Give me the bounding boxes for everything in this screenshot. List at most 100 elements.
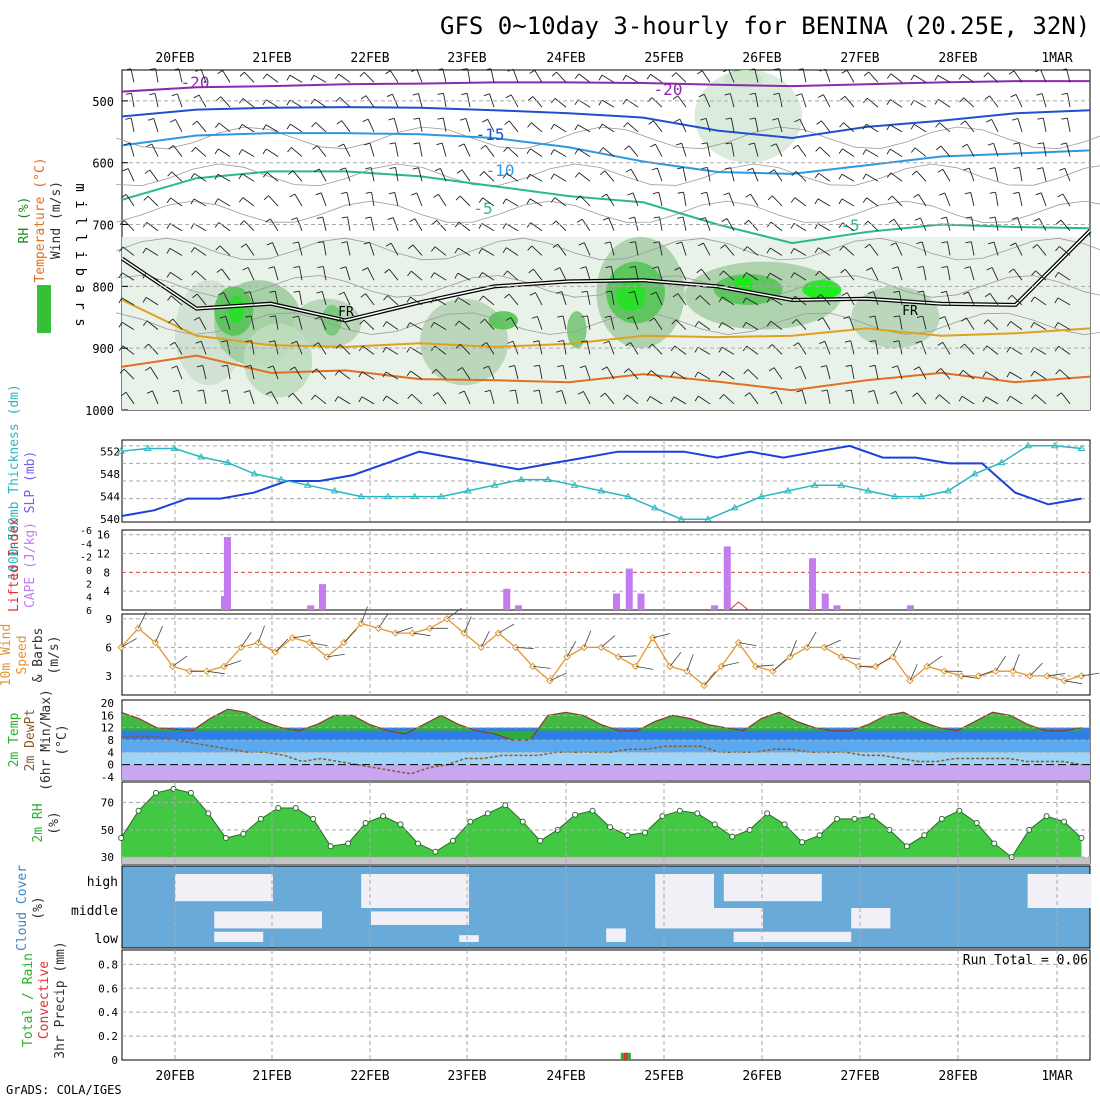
wind-barb-flag-201	[120, 194, 127, 199]
wind-barb-529	[337, 396, 351, 405]
wind-barb-flag-447	[268, 340, 275, 343]
wind-barb-flag-418	[531, 315, 538, 319]
wind-barb-flag-512	[869, 364, 876, 368]
wind-barb-flag-22	[622, 75, 627, 81]
wind-barb-220	[606, 193, 615, 207]
wind-barb-flag-346	[719, 270, 724, 276]
wind-barb-flag-349	[790, 272, 795, 278]
wind-barb-297	[531, 245, 543, 256]
wind-barb-flag-423	[648, 317, 655, 322]
wind-barb-flag-347	[742, 272, 747, 278]
wind-barb-289	[346, 241, 351, 256]
wind-barb-flag-286	[240, 243, 247, 248]
thickness-ticklabel-0: 540	[100, 513, 120, 526]
wind-barb-flag-173	[412, 167, 419, 170]
wind-barb-flag-437	[983, 319, 989, 325]
wind-barb-flag-62	[622, 98, 627, 105]
panel-cloud-labels-line-1: (%)	[31, 896, 46, 919]
wind-barb-553	[916, 392, 927, 405]
pressure-ticklabel-1: 600	[92, 157, 114, 171]
thickness-marker-31	[944, 486, 952, 494]
wind-barb-302	[658, 241, 663, 256]
wind-barb-253	[436, 220, 447, 232]
thickness-marker-6	[277, 475, 286, 483]
wind-barb-374	[457, 297, 471, 306]
bottom-date-4: 24FEB	[546, 1069, 585, 1084]
wind-barb-flag-70	[817, 94, 824, 98]
wind-barb-317	[1015, 242, 1023, 256]
wind-barb-110	[843, 122, 855, 133]
wind-barb-327	[299, 266, 303, 281]
wind-barb-354	[947, 266, 951, 281]
wind-barb-25	[728, 69, 735, 83]
wind-barb-10m-37	[755, 664, 774, 667]
wind-barb-467	[771, 344, 783, 355]
rh-marker-38	[781, 821, 788, 828]
wind-barb-flag-83	[169, 119, 176, 123]
wind-barb-flag-380	[581, 290, 588, 293]
wind-barb-163	[194, 173, 207, 182]
wind-barb-24	[701, 70, 711, 83]
wind-barb-18	[556, 71, 567, 83]
wind-barb-361	[145, 296, 159, 306]
top-date-4: 24FEB	[546, 51, 585, 66]
isotherm-label-6: FR	[338, 305, 354, 320]
wind-barb-233	[918, 193, 927, 207]
wind-barb-flag-444	[195, 340, 202, 344]
wind-barb-flag-153	[886, 148, 891, 155]
wind-barb-flag-119	[1037, 117, 1044, 120]
wind-barb-flag-388	[766, 297, 771, 303]
wind-barb-flag-362	[142, 297, 147, 303]
wind-barb-2	[178, 68, 183, 83]
wind-barb-flag-51	[360, 95, 367, 100]
wind-barb-flag-529	[310, 394, 316, 401]
wind-barb-429	[822, 317, 831, 330]
thickness-marker-5	[250, 469, 259, 477]
wind-barb-345	[723, 270, 735, 281]
wind-barb-flag-308	[766, 247, 771, 254]
wind-barb-flag-10	[334, 73, 340, 80]
wind-barb-flag-273	[888, 218, 895, 224]
wind-barb-557	[1010, 395, 1023, 405]
footer-credit: GrADS: COLA/IGES	[6, 1083, 122, 1097]
wind-barb-flag-156	[961, 143, 968, 148]
wind-barb-flag-310	[814, 247, 819, 253]
wind-barb-299	[583, 242, 591, 256]
wind-barb-441	[148, 343, 159, 355]
wind-barb-flag-464	[670, 345, 676, 352]
wind-barb-30	[846, 69, 855, 83]
wind-barb-flag-291	[363, 241, 370, 245]
wind-barb-flag-441	[118, 345, 124, 351]
thickness-marker-22	[704, 515, 712, 522]
wind-barb-flag-392	[867, 291, 874, 294]
wind-barb-87	[290, 123, 303, 133]
rh-marker-53	[1043, 813, 1050, 820]
wind-barb-288	[323, 241, 327, 256]
wind-barb-flag-213	[411, 192, 418, 196]
wind-barb-276	[994, 216, 999, 231]
wind-barb-153	[914, 147, 927, 157]
precip-ticklabel-4: 0.8	[98, 958, 118, 971]
wind-barb-flag-89	[311, 122, 316, 128]
wind-barb-flag-391	[841, 292, 848, 296]
wind-barb-185	[730, 167, 735, 182]
rh-marker-39	[799, 839, 806, 846]
wind-barb-323	[195, 270, 207, 281]
wind-barb-flag-2	[149, 68, 156, 71]
wind-barb-flag-123	[168, 145, 174, 150]
wind-barb-flag-121	[124, 142, 131, 146]
cape-bar-9	[711, 605, 718, 610]
wind-barb-flag-501	[601, 366, 608, 371]
thickness-marker-13	[464, 486, 472, 494]
wind-barb-559	[1061, 392, 1071, 405]
wind-barb-39	[1066, 68, 1071, 83]
wind-speed-marker-24	[528, 662, 537, 671]
rh-shading-3	[228, 295, 244, 324]
wind-barb-34	[937, 74, 951, 83]
wind-barb-128	[316, 145, 327, 157]
wind-barb-flag-510	[820, 365, 827, 368]
wind-barb-155	[966, 144, 975, 157]
rh-marker-5	[205, 810, 212, 817]
isotherm--20	[121, 80, 1090, 93]
wind-barb-10m-13	[343, 629, 357, 643]
